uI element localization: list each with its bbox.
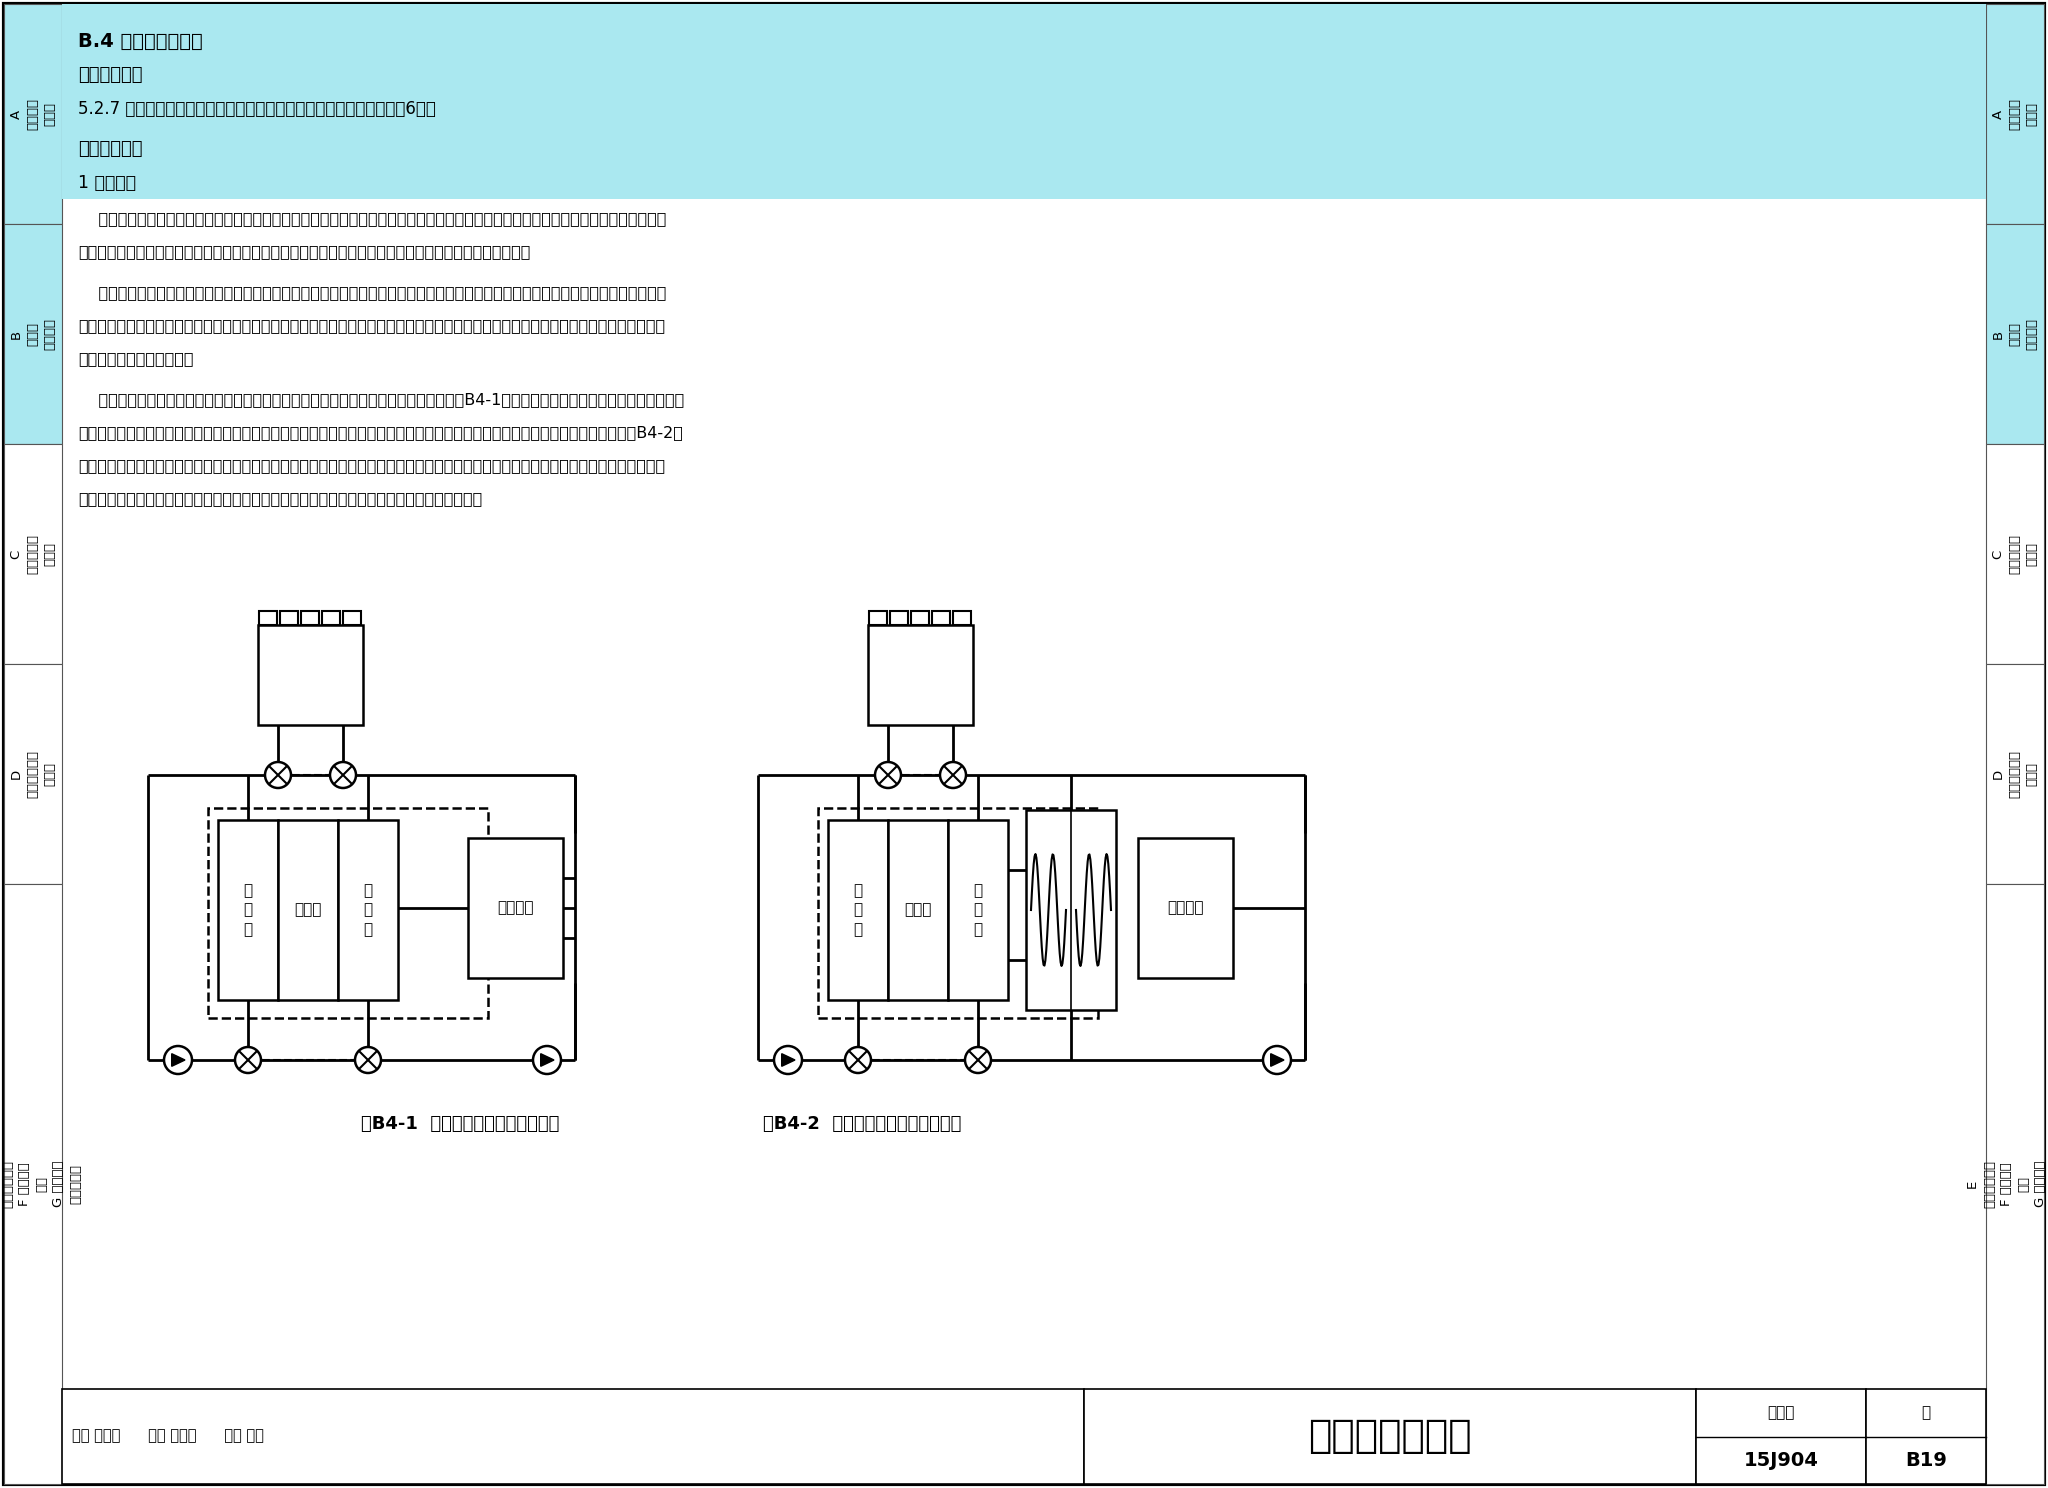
Bar xyxy=(260,612,276,625)
Text: A
室外环境
节地与: A 室外环境 节地与 xyxy=(10,98,57,129)
Text: 【对应条文】: 【对应条文】 xyxy=(78,65,143,83)
Text: 【技术要点】: 【技术要点】 xyxy=(78,140,143,158)
Circle shape xyxy=(965,1048,991,1073)
Circle shape xyxy=(1264,1046,1290,1074)
Text: 15J904: 15J904 xyxy=(1743,1451,1819,1470)
Bar xyxy=(1696,1388,1866,1484)
Bar xyxy=(61,4,1987,199)
Circle shape xyxy=(164,1046,193,1074)
Text: D
材料资源利用
节材与: D 材料资源利用 节材与 xyxy=(10,750,57,798)
Text: 用户末端: 用户末端 xyxy=(1167,900,1204,915)
Bar xyxy=(1026,809,1116,1010)
Bar xyxy=(61,1388,1083,1484)
Text: 过渡季全新风技术的原理简单，技术易实现。但为了实现全新风，需加大新风管径和新风口尺寸，对机房面积和层高的要求更高，较大: 过渡季全新风技术的原理简单，技术易实现。但为了实现全新风，需加大新风管径和新风口… xyxy=(78,286,666,301)
Text: E
室内环境质量
F 典型案例
分析
G 绿色建筑
评分自评表: E 室内环境质量 F 典型案例 分析 G 绿色建筑 评分自评表 xyxy=(0,1161,82,1208)
Text: 示）通过阀门转换，经换热器冷却冷冻水系统，供冷效率不如直接供冷系统，但可保证冷冻水系统不受污染，可避免各换热设备和切换回正: 示）通过阀门转换，经换热器冷却冷冻水系统，供冷效率不如直接供冷系统，但可保证冷冻… xyxy=(78,458,666,473)
Bar xyxy=(4,4,61,225)
Text: 冷
凝
器: 冷 凝 器 xyxy=(854,884,862,937)
Text: 蒸
发
器: 蒸 发 器 xyxy=(362,884,373,937)
Text: 用户末端: 用户末端 xyxy=(498,900,535,915)
Bar xyxy=(4,225,61,443)
Bar xyxy=(1987,443,2044,664)
Circle shape xyxy=(354,1048,381,1073)
Bar xyxy=(4,443,61,664)
Text: 5.2.7 采取措施降低过渡季节供暖、通风与空调系统能耗，评分分值为6分。: 5.2.7 采取措施降低过渡季节供暖、通风与空调系统能耗，评分分值为6分。 xyxy=(78,100,436,118)
Text: 图集号: 图集号 xyxy=(1767,1405,1794,1420)
Bar xyxy=(1139,838,1233,978)
Bar xyxy=(827,820,889,1000)
Bar xyxy=(889,820,948,1000)
Text: 面积的新风口百叶也可能与建筑师对外立面的设计要求冲突。因此，在设计阶段，机电专业应尽早将此部分的要求反馈给建筑师，预留足够: 面积的新风口百叶也可能与建筑师对外立面的设计要求冲突。因此，在设计阶段，机电专业… xyxy=(78,318,666,333)
Bar xyxy=(217,820,279,1000)
Text: 图B4-2  间接式免费供冷系统示意图: 图B4-2 间接式免费供冷系统示意图 xyxy=(764,1115,961,1132)
Polygon shape xyxy=(782,1054,795,1067)
Circle shape xyxy=(236,1048,260,1073)
Bar xyxy=(1083,1388,1696,1484)
Bar xyxy=(1987,664,2044,884)
Text: 冷
凝
器: 冷 凝 器 xyxy=(244,884,252,937)
Bar xyxy=(301,612,319,625)
Circle shape xyxy=(532,1046,561,1074)
Bar xyxy=(952,612,971,625)
Text: 1 技术概要: 1 技术概要 xyxy=(78,174,135,192)
Text: 的机房空间和新风口面积。: 的机房空间和新风口面积。 xyxy=(78,351,193,366)
Text: 常供冷模式时冷水机组蒸发器的换热能力恶化。因此，目前间接换热系统在工程中应用更普遍。: 常供冷模式时冷水机组蒸发器的换热能力恶化。因此，目前间接换热系统在工程中应用更普… xyxy=(78,491,481,506)
Circle shape xyxy=(846,1048,870,1073)
Text: 冷却塔免费供冷技术可分为直接供冷和间接供冷两种形式。其中，直接供冷方式（如图B4-1所示）通过阀门转换，将冷却塔出水直接供: 冷却塔免费供冷技术可分为直接供冷和间接供冷两种形式。其中，直接供冷方式（如图B4… xyxy=(78,391,684,408)
Bar xyxy=(1987,225,2044,443)
Text: 入原冷冻水系统和用户末端，形式简单，供冷效率高；但冷却水易受大气等污染，造成水系统管路腐蚀或结垢。间接供冷方式（如图B4-2所: 入原冷冻水系统和用户末端，形式简单，供冷效率高；但冷却水易受大气等污染，造成水系… xyxy=(78,426,682,440)
Text: 页: 页 xyxy=(1921,1405,1931,1420)
Bar xyxy=(209,808,487,1018)
Circle shape xyxy=(774,1046,803,1074)
Text: 开启时间，节省全年运行能耗。这类技术对于过渡季或冬季仍需供冷的商场、酒店等建筑，节能效果显著。: 开启时间，节省全年运行能耗。这类技术对于过渡季或冬季仍需供冷的商场、酒店等建筑，… xyxy=(78,244,530,259)
Bar xyxy=(948,820,1008,1000)
Text: 压缩机: 压缩机 xyxy=(295,903,322,918)
Text: E
室内环境质量
F 典型案例
分析
G 绿色建筑
评分自评表: E 室内环境质量 F 典型案例 分析 G 绿色建筑 评分自评表 xyxy=(1966,1161,2048,1208)
Text: B19: B19 xyxy=(1905,1451,1948,1470)
Text: B
节能与
能源利用: B 节能与 能源利用 xyxy=(10,318,57,350)
Polygon shape xyxy=(172,1054,184,1067)
Text: 过渡季节能措施: 过渡季节能措施 xyxy=(1309,1418,1473,1455)
Bar xyxy=(932,612,950,625)
Text: 压缩机: 压缩机 xyxy=(905,903,932,918)
Text: 蒸
发
器: 蒸 发 器 xyxy=(973,884,983,937)
Bar xyxy=(868,612,887,625)
Bar xyxy=(1987,4,2044,225)
Text: C
水资源利用
节水与: C 水资源利用 节水与 xyxy=(10,534,57,574)
Bar xyxy=(4,664,61,884)
Text: B
节能与
能源利用: B 节能与 能源利用 xyxy=(1991,318,2038,350)
Circle shape xyxy=(330,762,356,789)
Bar xyxy=(817,808,1098,1018)
Bar xyxy=(281,612,297,625)
Text: D
材料资源利用
节材与: D 材料资源利用 节材与 xyxy=(1991,750,2038,798)
Text: A
室外环境
节地与: A 室外环境 节地与 xyxy=(1991,98,2038,129)
Circle shape xyxy=(874,762,901,789)
Polygon shape xyxy=(541,1054,555,1067)
Text: 审核 李晓锋      校对 冯堂堂      设计 李俊: 审核 李晓锋 校对 冯堂堂 设计 李俊 xyxy=(72,1428,264,1443)
Polygon shape xyxy=(1270,1054,1284,1067)
Bar xyxy=(4,884,61,1484)
Bar xyxy=(279,820,338,1000)
Circle shape xyxy=(264,762,291,789)
Text: 图B4-1  直接式免费供冷系统示意图: 图B4-1 直接式免费供冷系统示意图 xyxy=(360,1115,559,1132)
Text: 公共建筑的内区由于无法开窗通风，在过渡季往往也需供冷。若能充分利用全新风供冷、冷却塔免费供冷等技术，则可尽量减少冷机的: 公共建筑的内区由于无法开窗通风，在过渡季往往也需供冷。若能充分利用全新风供冷、冷… xyxy=(78,211,666,226)
Text: C
水资源利用
节水与: C 水资源利用 节水与 xyxy=(1991,534,2038,574)
Bar xyxy=(258,625,362,725)
Bar xyxy=(338,820,397,1000)
Bar xyxy=(911,612,928,625)
Bar xyxy=(1987,884,2044,1484)
Bar xyxy=(322,612,340,625)
Circle shape xyxy=(940,762,967,789)
Bar xyxy=(1866,1388,1987,1484)
Bar xyxy=(868,625,973,725)
Bar xyxy=(891,612,907,625)
Bar xyxy=(344,612,360,625)
Text: B.4 过渡季节能措施: B.4 过渡季节能措施 xyxy=(78,33,203,51)
Bar xyxy=(469,838,563,978)
